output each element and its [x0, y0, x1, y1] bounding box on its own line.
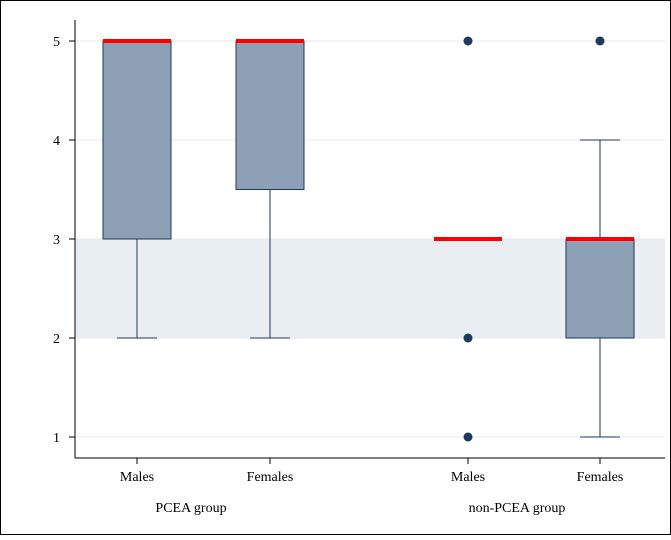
iqr-box-0	[102, 40, 172, 240]
outlier-point-3-0	[595, 36, 605, 46]
box-2	[434, 36, 502, 442]
box-3	[565, 36, 635, 438]
box-0	[102, 39, 172, 339]
group-label-0: PCEA group	[155, 501, 226, 516]
outlier-point-2-2	[463, 432, 473, 442]
y-tick-label-4: 4	[53, 134, 60, 149]
group-label-1: non-PCEA group	[469, 501, 566, 516]
box-1	[235, 39, 305, 339]
outlier-point-2-1	[463, 333, 473, 343]
iqr-box-3	[565, 238, 635, 339]
x-category-label-0: Males	[120, 470, 154, 485]
outlier-point-2-0	[463, 36, 473, 46]
x-category-label-3: Females	[577, 470, 624, 485]
x-category-label-1: Females	[247, 470, 294, 485]
x-category-label-2: Males	[451, 470, 485, 485]
y-tick-label-2: 2	[53, 332, 60, 347]
y-tick-label-3: 3	[53, 233, 60, 248]
iqr-box-1	[235, 40, 305, 190]
y-tick-label-5: 5	[53, 35, 60, 50]
y-tick-label-1: 1	[53, 431, 60, 446]
